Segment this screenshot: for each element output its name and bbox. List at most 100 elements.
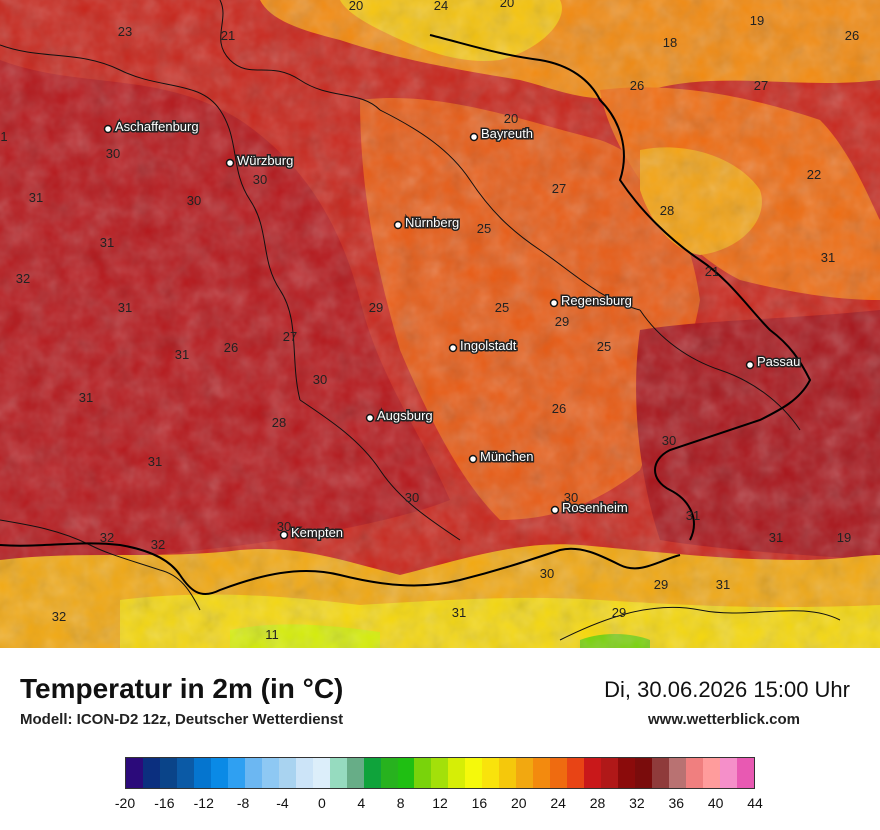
legend-swatch — [499, 758, 517, 788]
city-nuernberg[interactable]: Nürnberg — [393, 214, 461, 232]
map-title: Temperatur in 2m (in °C) — [20, 673, 344, 704]
legend-swatch — [176, 758, 194, 788]
legend-swatch — [635, 758, 653, 788]
temperature-values: 20 24 20 19 23 21 18 26 26 27 20 1 30 30… — [0, 0, 859, 642]
website-link[interactable]: www.wetterblick.com — [648, 711, 800, 728]
legend-tick-label: 20 — [510, 795, 527, 811]
temperature-value: 30 — [405, 490, 419, 505]
legend-tick-label: -16 — [154, 795, 175, 811]
temperature-value: 26 — [845, 28, 859, 43]
legend-swatch — [295, 758, 313, 788]
legend-swatch — [601, 758, 619, 788]
temperature-value: 25 — [495, 300, 509, 315]
temperature-value: 32 — [151, 537, 165, 552]
texture-overlay — [0, 0, 880, 648]
legend-swatch — [685, 758, 703, 788]
legend-tick-label: 24 — [550, 795, 566, 811]
temperature-value: 31 — [29, 190, 43, 205]
legend-tick-label: 44 — [747, 795, 763, 811]
temperature-value: 29 — [555, 314, 569, 329]
temperature-value: 30 — [106, 146, 120, 161]
city-passau[interactable]: Passau — [745, 353, 802, 371]
temperature-value: 32 — [16, 271, 30, 286]
temperature-value: 23 — [118, 24, 132, 39]
legend-tick-label: 16 — [471, 795, 488, 811]
temperature-value: 27 — [754, 78, 768, 93]
city-label: Ingolstadt — [460, 338, 517, 353]
temperature-value: 31 — [118, 300, 132, 315]
legend-tick-label: 28 — [589, 795, 606, 811]
city-aschaffenburg[interactable]: Aschaffenburg — [103, 118, 200, 136]
city-augsburg[interactable]: Augsburg — [365, 407, 434, 425]
temperature-value: 30 — [187, 193, 201, 208]
city-regensburg[interactable]: Regensburg — [549, 292, 633, 310]
temperature-value: 22 — [807, 167, 821, 182]
legend-swatch — [669, 758, 686, 788]
legend-swatch — [567, 758, 585, 788]
city-label: München — [480, 449, 533, 464]
temperature-value: 30 — [564, 490, 578, 505]
temperature-value: 25 — [597, 339, 611, 354]
temperature-value: 21 — [705, 264, 719, 279]
legend-tick-label: -12 — [193, 795, 214, 811]
temperature-value: 32 — [100, 530, 114, 545]
cities: Aschaffenburg Würzburg Bayreuth Nürnberg… — [103, 118, 802, 542]
legend-swatch — [414, 758, 432, 788]
temperature-value: 27 — [283, 329, 297, 344]
legend-tick-label: 8 — [396, 795, 405, 811]
city-bayreuth[interactable]: Bayreuth — [469, 125, 535, 143]
city-label: Würzburg — [237, 153, 293, 168]
forecast-datetime: Di, 30.06.2026 15:00 Uhr — [604, 677, 850, 702]
city-label: Kempten — [291, 525, 343, 540]
legend-tick-label: -8 — [236, 795, 250, 811]
legend-swatch — [126, 758, 143, 788]
model-info: Modell: ICON-D2 12z, Deutscher Wetterdie… — [20, 711, 344, 728]
temperature-map[interactable]: 20 24 20 19 23 21 18 26 26 27 20 1 30 30… — [0, 0, 880, 648]
temperature-value: 19 — [837, 530, 851, 545]
city-ingolstadt[interactable]: Ingolstadt — [448, 337, 518, 355]
legend-tick-label: 0 — [317, 795, 326, 811]
temperature-value: 29 — [369, 300, 383, 315]
legend-tick-label: -20 — [114, 795, 136, 811]
city-label: Regensburg — [561, 293, 632, 308]
city-label: Bayreuth — [481, 126, 533, 141]
legend-tick-labels: -20 -16 -12 -8 -4 0 4 8 12 16 20 24 28 32 36 40 44 — [0, 795, 880, 815]
legend-swatch — [159, 758, 177, 788]
city-rosenheim[interactable]: Rosenheim — [550, 499, 629, 517]
legend-swatch — [465, 758, 483, 788]
legend-swatch — [516, 758, 534, 788]
temperature-value: 20 — [500, 0, 514, 10]
city-label: Rosenheim — [562, 500, 628, 515]
temperature-value: 29 — [654, 577, 668, 592]
map-canvas: 20 24 20 19 23 21 18 26 26 27 20 1 30 30… — [0, 0, 880, 648]
temperature-value: 30 — [540, 566, 554, 581]
legend-swatch — [142, 758, 160, 788]
legend-tick-label: 36 — [668, 795, 685, 811]
temperature-value: 31 — [100, 235, 114, 250]
temperature-value: 31 — [821, 250, 835, 265]
temperature-value: 31 — [769, 530, 783, 545]
legend-tick-label: 4 — [357, 795, 366, 811]
city-wuerzburg[interactable]: Würzburg — [225, 152, 295, 170]
temperature-value: 31 — [452, 605, 466, 620]
city-muenchen[interactable]: München — [468, 448, 535, 466]
legend-swatch — [482, 758, 500, 788]
legend-swatch — [702, 758, 720, 788]
legend-swatch — [652, 758, 669, 788]
legend-swatch — [244, 758, 262, 788]
temperature-value: 30 — [662, 433, 676, 448]
city-kempten[interactable]: Kempten — [279, 524, 345, 542]
temperature-value: 30 — [313, 372, 327, 387]
legend-swatch — [193, 758, 211, 788]
temperature-value: 31 — [716, 577, 730, 592]
legend-swatch — [448, 758, 466, 788]
legend-swatch — [346, 758, 364, 788]
temperature-value: 29 — [612, 605, 626, 620]
city-label: Nürnberg — [405, 215, 459, 230]
temperature-value: 31 — [79, 390, 93, 405]
temperature-value: 27 — [552, 181, 566, 196]
temperature-value: 24 — [434, 0, 448, 13]
temperature-value: 28 — [660, 203, 674, 218]
legend-swatch — [210, 758, 228, 788]
legend-swatch — [533, 758, 551, 788]
